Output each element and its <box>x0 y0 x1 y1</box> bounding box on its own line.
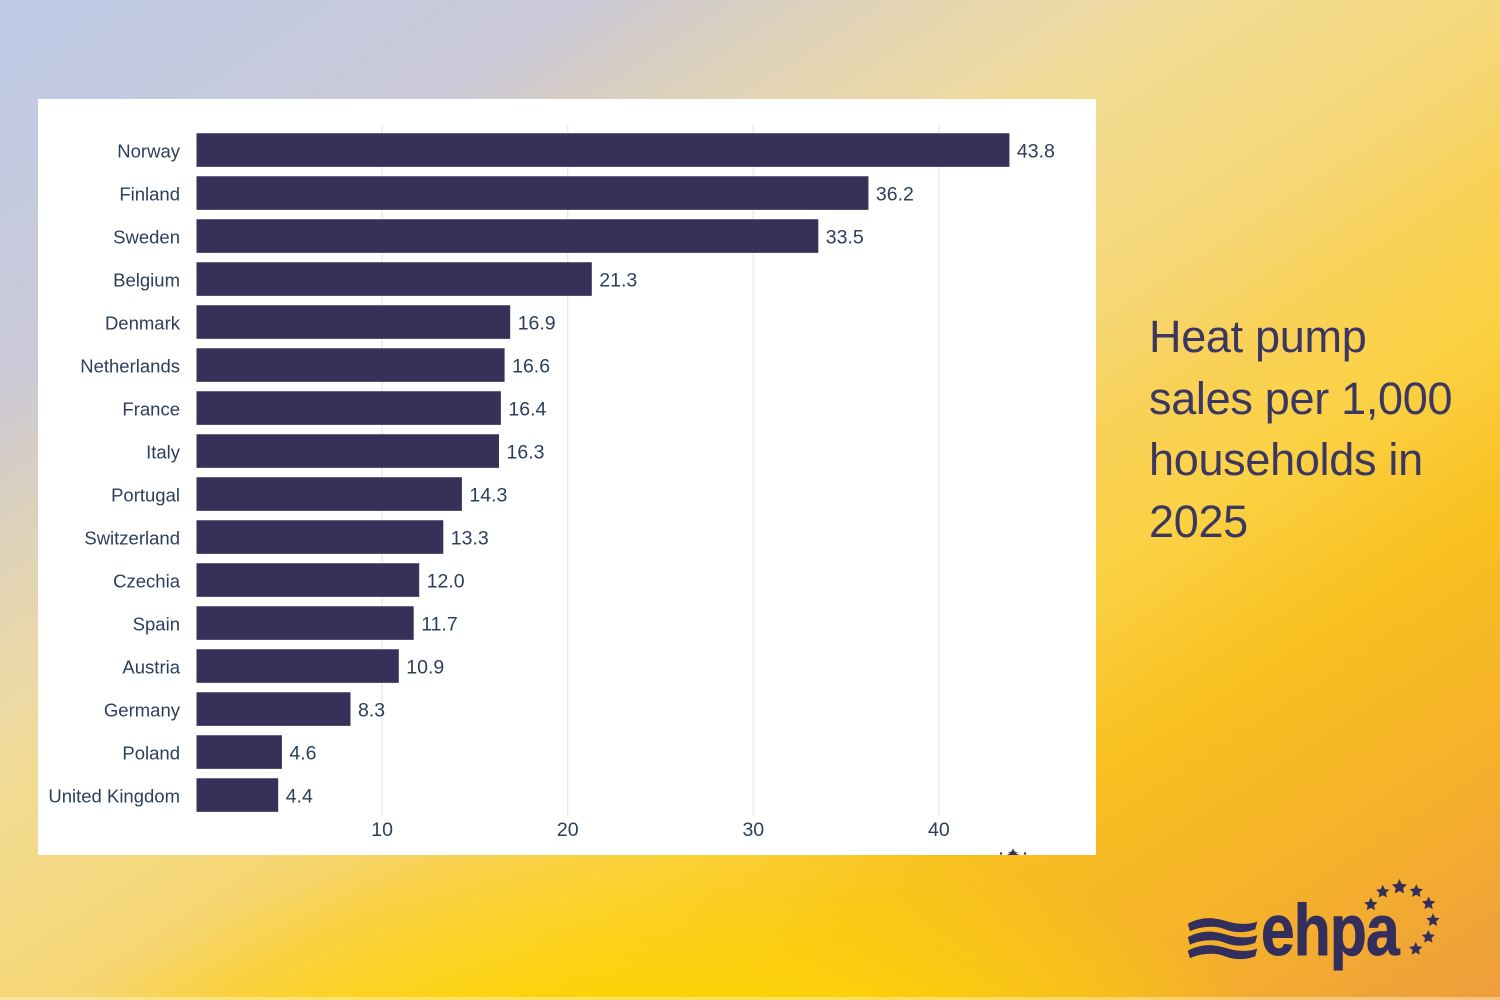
svg-text:4.4: 4.4 <box>286 785 313 807</box>
svg-text:Austria: Austria <box>122 656 180 677</box>
svg-text:16.9: 16.9 <box>518 312 556 334</box>
svg-text:13.3: 13.3 <box>451 527 489 549</box>
svg-text:40: 40 <box>928 819 950 841</box>
svg-text:Switzerland: Switzerland <box>84 527 180 548</box>
svg-text:36.2: 36.2 <box>876 183 914 205</box>
svg-text:Norway: Norway <box>117 140 180 161</box>
svg-text:10: 10 <box>371 819 393 841</box>
svg-text:Spain: Spain <box>133 613 180 634</box>
svg-text:16.6: 16.6 <box>512 355 550 377</box>
svg-text:12.0: 12.0 <box>427 570 465 592</box>
svg-text:Finland: Finland <box>119 183 180 204</box>
svg-text:Germany: Germany <box>104 699 181 720</box>
svg-text:10.9: 10.9 <box>406 656 444 678</box>
svg-text:33.5: 33.5 <box>826 226 864 248</box>
svg-text:France: France <box>122 398 180 419</box>
svg-text:Poland: Poland <box>122 742 180 763</box>
svg-text:16.3: 16.3 <box>507 441 545 463</box>
svg-text:43.8: 43.8 <box>1017 140 1055 162</box>
svg-text:Denmark: Denmark <box>105 312 181 333</box>
svg-text:Italy: Italy <box>146 441 181 462</box>
svg-text:16.4: 16.4 <box>508 398 546 420</box>
svg-text:4.6: 4.6 <box>289 742 316 764</box>
svg-text:11.7: 11.7 <box>421 613 458 635</box>
svg-text:Portugal: Portugal <box>111 484 180 505</box>
svg-text:14.3: 14.3 <box>469 484 507 506</box>
svg-text:21.3: 21.3 <box>599 269 637 291</box>
svg-text:United Kingdom: United Kingdom <box>48 785 180 806</box>
svg-text:20: 20 <box>557 819 579 841</box>
svg-text:8.3: 8.3 <box>358 699 385 721</box>
svg-text:30: 30 <box>742 819 764 841</box>
svg-text:Sweden: Sweden <box>113 226 180 247</box>
svg-text:Belgium: Belgium <box>113 269 180 290</box>
svg-text:Netherlands: Netherlands <box>80 355 180 376</box>
svg-text:Czechia: Czechia <box>113 570 181 591</box>
svg-text:ehpa: ehpa <box>1261 891 1401 971</box>
